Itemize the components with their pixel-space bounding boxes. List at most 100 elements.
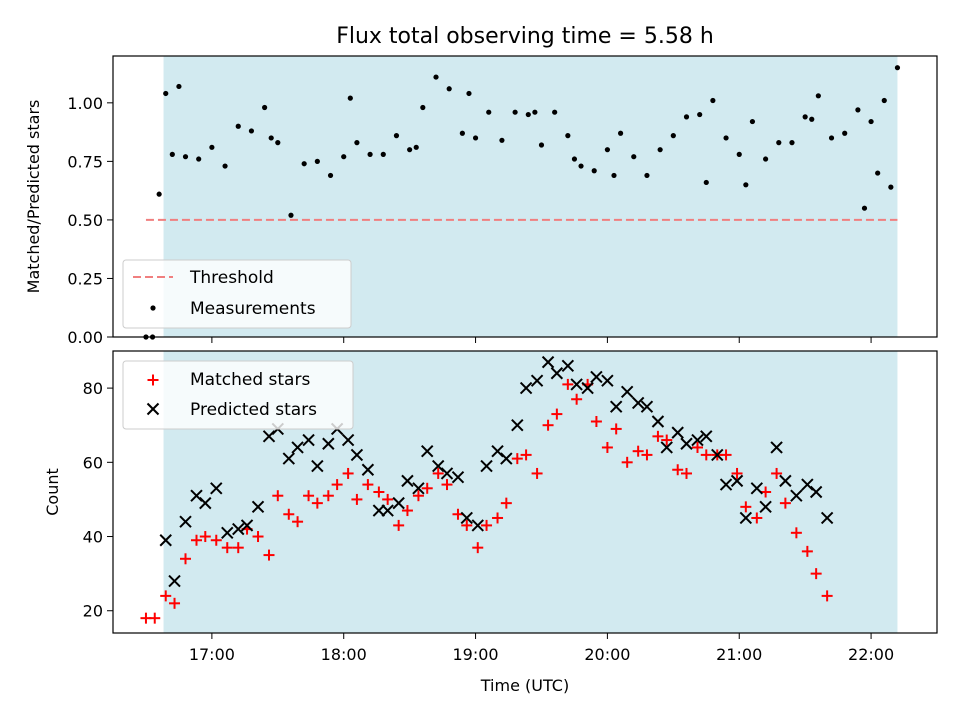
measurement-point — [565, 133, 571, 139]
matched-star-point — [210, 534, 222, 546]
matched-star-point — [432, 467, 444, 479]
top-y-tick-label: 0.00 — [67, 328, 103, 347]
bottom-x-ticks: 17:00 18:00 19:00 20:00 21:00 22:00 — [189, 633, 894, 664]
matched-star-point — [700, 449, 712, 461]
predicted-star-point — [651, 415, 665, 428]
x-tick-label: 22:00 — [848, 645, 894, 664]
measurement-point — [842, 130, 848, 136]
predicted-star-point — [480, 459, 493, 473]
matched-star-point — [500, 497, 512, 509]
top-title: Flux total observing time = 5.58 h — [336, 24, 714, 49]
measurement-point — [611, 172, 617, 179]
predicted-star-point — [240, 519, 254, 532]
matched-star-point — [740, 501, 752, 513]
measurement-point — [196, 156, 202, 162]
measurement-point — [875, 170, 881, 176]
predicted-star-point — [691, 433, 704, 447]
matched-star-point — [621, 456, 633, 468]
predicted-star-point — [168, 574, 181, 588]
measurement-point — [499, 137, 505, 143]
matched-star-point — [632, 445, 644, 457]
predicted-star-point — [221, 526, 234, 540]
measurement-point — [182, 154, 189, 160]
matched-star-point — [190, 534, 202, 546]
matched-star-point — [311, 497, 323, 509]
predicted-star-point — [401, 474, 414, 488]
measurement-point — [881, 97, 887, 104]
measurement-point — [433, 74, 439, 80]
measurement-point — [763, 156, 769, 162]
predicted-star-point — [700, 430, 713, 443]
measurement-point — [776, 140, 782, 146]
predicted-star-point — [719, 478, 733, 491]
measurement-point — [868, 118, 874, 125]
measurement-points — [143, 65, 901, 340]
measurement-point — [683, 114, 690, 120]
top-legend-box — [122, 259, 352, 329]
matched-star-point — [531, 467, 543, 479]
bottom-y-axis-label: Count — [43, 468, 62, 516]
measurement-point — [341, 154, 347, 160]
predicted-star-point — [282, 452, 295, 465]
predicted-star-point — [350, 448, 364, 462]
matched-star-point — [441, 479, 453, 491]
predicted-star-point — [711, 448, 724, 462]
measurement-point — [710, 97, 716, 104]
top-y-tick-label: 0.75 — [67, 152, 103, 171]
predicted-star-point — [302, 433, 315, 447]
predicted-star-point — [341, 433, 355, 447]
matched-star-point — [393, 519, 405, 531]
predicted-star-point — [739, 511, 753, 525]
matched-star-point — [160, 590, 172, 602]
legend-threshold-label: Threshold — [189, 268, 274, 288]
matched-star-point — [672, 464, 684, 476]
bottom-y-tick-label: 20 — [83, 602, 103, 621]
measurement-point — [802, 114, 808, 120]
matched-star-point — [571, 393, 583, 405]
measurement-point — [512, 109, 518, 115]
matched-star-point — [351, 493, 363, 505]
predicted-star-point — [519, 381, 533, 395]
legend-matched-label: Matched stars — [190, 370, 310, 390]
measurement-point — [617, 130, 624, 136]
measurement-point — [314, 158, 320, 164]
matched-star-point — [342, 467, 354, 479]
measurement-point — [163, 90, 169, 97]
measurement-point — [815, 93, 821, 99]
measurement-point — [248, 128, 255, 134]
matched-star-point — [232, 542, 244, 554]
predicted-star-point — [530, 374, 544, 387]
measurement-point — [413, 144, 419, 150]
predicted-star-point — [451, 470, 465, 484]
matched-star-point — [801, 545, 813, 557]
predicted-star-point — [179, 515, 192, 528]
bottom-y-tick-label: 60 — [83, 453, 103, 472]
predicted-star-point — [159, 534, 172, 547]
x-tick-label: 19:00 — [453, 645, 499, 664]
predicted-star-point — [541, 355, 555, 369]
predicted-star-point — [550, 367, 564, 380]
matched-star-point — [221, 542, 233, 554]
measurement-point — [644, 172, 650, 179]
predicted-star-point — [421, 444, 434, 458]
measurement-point — [486, 109, 492, 115]
measurement-point — [407, 147, 413, 153]
measurement-point — [459, 130, 465, 136]
matched-star-point — [511, 453, 523, 465]
matched-star-point — [691, 441, 703, 453]
measurement-point — [209, 144, 215, 150]
matched-star-point — [731, 467, 743, 479]
measurement-point — [275, 140, 281, 146]
predicted-star-point — [471, 519, 484, 532]
measurement-point — [288, 212, 294, 218]
predicted-star-point — [381, 504, 394, 517]
measurement-point — [446, 86, 452, 92]
legend-measurements-label: Measurements — [190, 299, 316, 319]
matched-star-point — [283, 508, 295, 520]
predicted-star-point — [311, 459, 324, 473]
matched-star-point — [180, 553, 192, 565]
predicted-star-point — [790, 489, 803, 502]
measurement-point — [525, 111, 531, 118]
